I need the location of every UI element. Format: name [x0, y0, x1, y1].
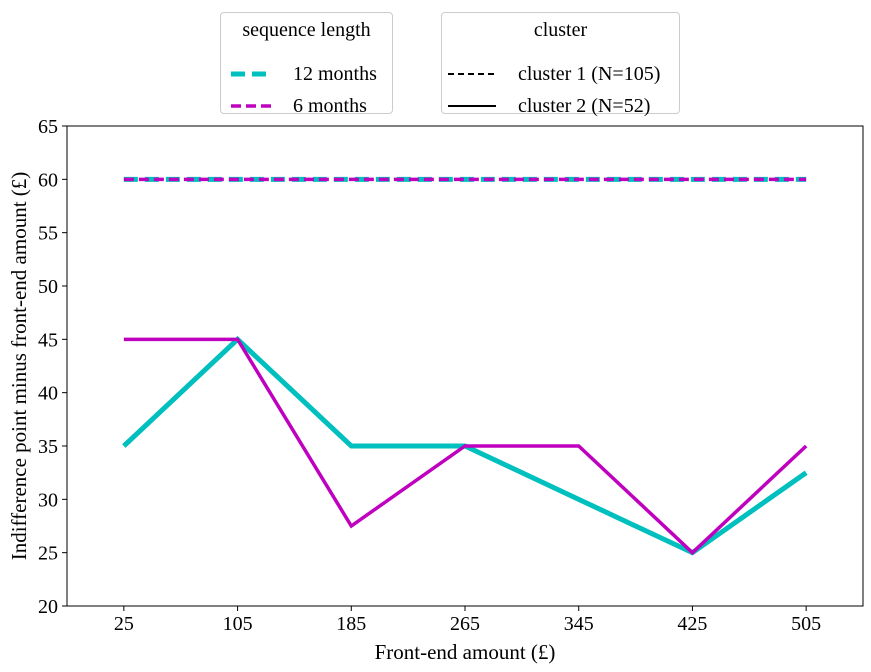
legend-swatch-6-months [231, 104, 271, 108]
x-tick-label: 105 [223, 613, 253, 635]
legend-title: sequence length [242, 19, 371, 41]
x-tick-label: 265 [450, 613, 480, 635]
x-tick-label: 185 [336, 613, 366, 635]
x-tick-label: 505 [791, 613, 821, 635]
legend-title: cluster [533, 19, 588, 41]
x-tick-label: 345 [564, 613, 594, 635]
y-tick-label: 45 [38, 329, 58, 351]
legend-item: cluster 1 (N=105) [446, 62, 660, 86]
series-line [123, 337, 808, 556]
y-tick-label: 30 [38, 489, 58, 511]
x-tick-label: 425 [677, 613, 707, 635]
legend-swatch-12-months [231, 71, 271, 77]
plot-area [66, 125, 864, 607]
legend-cluster: cluster cluster 1 (N=105) cluster 2 (N=5… [441, 12, 680, 117]
legend-label: 6 months [293, 94, 367, 117]
y-tick-label: 60 [38, 169, 58, 191]
y-tick-label: 65 [38, 116, 58, 138]
legend-label: cluster 1 (N=105) [518, 62, 661, 85]
y-tick-label: 20 [38, 596, 58, 618]
x-tick-label: 25 [114, 613, 134, 635]
legend-sequence-length: sequence length 12 months 6 months [220, 12, 393, 117]
y-tick-label: 35 [38, 436, 58, 458]
y-axis-label: Indifference point minus front-end amoun… [7, 172, 31, 561]
legend-label: 12 months [293, 62, 377, 85]
y-axis: 20 25 30 35 40 45 50 55 60 65 [38, 116, 67, 618]
y-tick-label: 40 [38, 383, 58, 405]
legend-swatch-cluster-1 [448, 73, 496, 75]
legend-label: cluster 2 (N=52) [518, 94, 651, 117]
y-tick-label: 50 [38, 276, 58, 298]
y-tick-label: 55 [38, 223, 58, 245]
legend-item: cluster 2 (N=52) [446, 94, 650, 118]
legend-item: 12 months [229, 62, 377, 86]
x-axis-label: Front-end amount (£) [375, 640, 556, 664]
x-axis: 25 105 185 265 345 425 505 [114, 606, 821, 635]
series-group [122, 176, 808, 556]
y-tick-label: 25 [38, 543, 58, 565]
legend-swatch-cluster-2 [448, 105, 496, 107]
legend-item: 6 months [229, 94, 367, 118]
